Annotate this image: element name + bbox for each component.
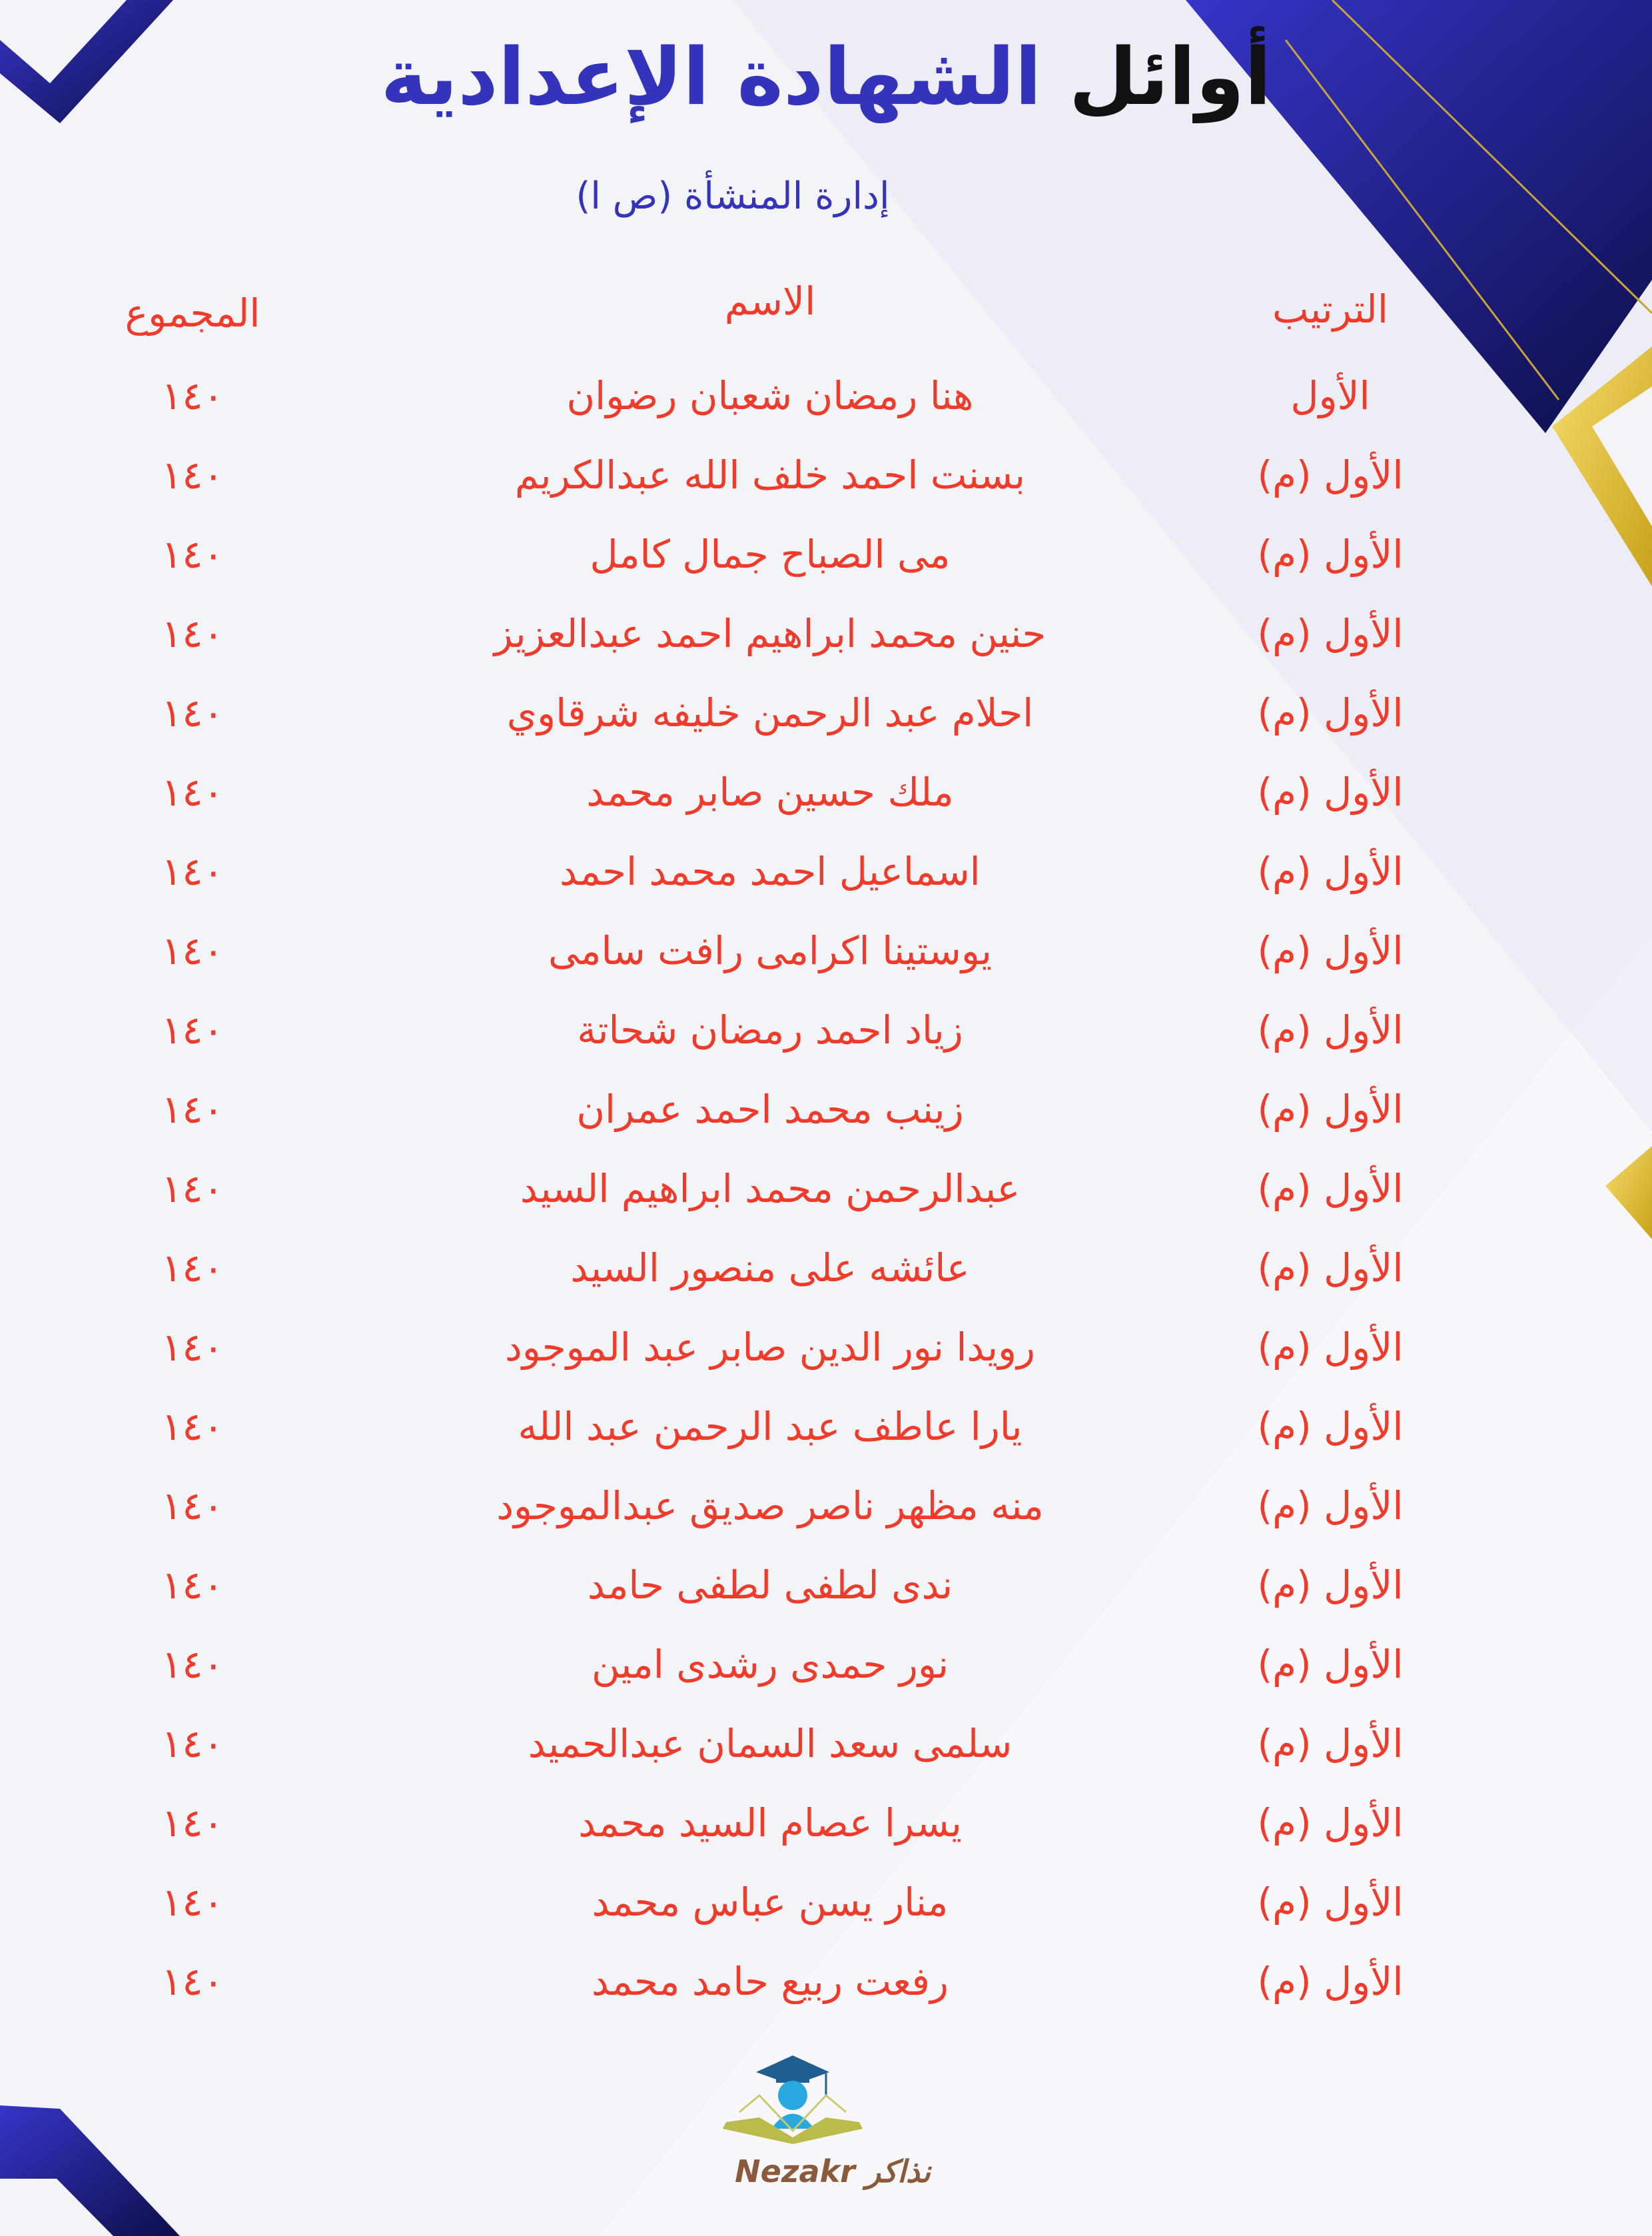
table-row: الأول (م) زينب محمد احمد عمران ١٤٠ [0,1070,1652,1149]
total-cell: ١٤٠ [161,1800,224,1846]
total-cell: ١٤٠ [161,928,224,973]
rank-cell: الأول (م) [1257,1245,1404,1291]
name-cell: مى الصباح جمال كامل [590,532,951,577]
rank-cell: الأول (م) [1257,1166,1404,1211]
table-row: الأول (م) مى الصباح جمال كامل ١٤٠ [0,515,1652,594]
nezakr-logo: Nezakr نذاكر [723,2055,932,2190]
name-cell: رويدا نور الدين صابر عبد الموجود [504,1325,1036,1370]
rank-cell: الأول (م) [1257,1880,1404,1925]
table-row: الأول (م) يسرا عصام السيد محمد ١٤٠ [0,1784,1652,1863]
total-cell: ١٤٠ [161,1404,224,1449]
table-row: الأول (م) ملك حسين صابر محمد ١٤٠ [0,753,1652,832]
name-cell: ندى لطفى لطفى حامد [587,1562,953,1608]
name-cell: عائشه على منصور السيد [570,1245,970,1291]
table-row: الأول (م) منه مظهر ناصر صديق عبدالموجود ١٤… [0,1466,1652,1546]
rank-cell: الأول (م) [1257,1325,1404,1370]
name-cell: هنا رمضان شعبان رضوان [566,373,974,418]
total-cell: ١٤٠ [161,532,224,577]
rank-cell: الأول (م) [1257,452,1404,498]
table-row: الأول (م) يوستينا اكرامى رافت سامى ١٤٠ [0,911,1652,991]
table-row: الأول (م) رفعت ربيع حامد محمد ١٤٠ [0,1942,1652,2021]
name-cell: اسماعيل احمد محمد احمد [560,849,981,894]
table-row: الأول (م) احلام عبد الرحمن خليفه شرقاوي ١٤… [0,674,1652,753]
rank-cell: الأول (م) [1257,849,1404,894]
rank-cell: الأول [1290,373,1370,418]
rank-cell: الأول (م) [1257,928,1404,973]
column-header-rank: الترتيب [1272,286,1388,332]
page-title: أوائل الشهادة الإعدادية [0,13,1652,140]
table-row: الأول (م) حنين محمد ابراهيم احمد عبدالعزي… [0,594,1652,674]
total-cell: ١٤٠ [161,690,224,736]
name-cell: ملك حسين صابر محمد [586,770,954,815]
rank-cell: الأول (م) [1257,1087,1404,1132]
table-row: الأول (م) سلمى سعد السمان عبدالحميد ١٤٠ [0,1704,1652,1784]
total-cell: ١٤٠ [161,1325,224,1370]
name-cell: بسنت احمد خلف الله عبدالكريم [514,452,1026,498]
name-cell: منار يسن عباس محمد [592,1880,949,1925]
total-cell: ١٤٠ [161,1959,224,2004]
name-cell: يوستينا اكرامى رافت سامى [548,928,992,973]
table-row: الأول (م) رويدا نور الدين صابر عبد الموجو… [0,1308,1652,1387]
total-cell: ١٤٠ [161,452,224,498]
rank-cell: الأول (م) [1257,1959,1404,2004]
rank-cell: الأول (م) [1257,690,1404,736]
subtitle: إدارة المنشأة (ص ا) [576,175,890,218]
total-cell: ١٤٠ [161,1642,224,1687]
name-cell: يارا عاطف عبد الرحمن عبد الله [518,1404,1023,1449]
total-cell: ١٤٠ [161,1483,224,1528]
total-cell: ١٤٠ [161,1245,224,1291]
table-row: الأول (م) يارا عاطف عبد الرحمن عبد الله ١٤… [0,1387,1652,1466]
name-cell: زينب محمد احمد عمران [576,1087,964,1132]
table-row: الأول (م) بسنت احمد خلف الله عبدالكريم ١٤٠ [0,436,1652,515]
table-row: الأول (م) زياد احمد رمضان شحاتة ١٤٠ [0,991,1652,1070]
table-row: الأول (م) منار يسن عباس محمد ١٤٠ [0,1863,1652,1942]
total-cell: ١٤٠ [161,1087,224,1132]
rank-cell: الأول (م) [1257,1404,1404,1449]
title-part-1: أوائل [1068,31,1272,123]
name-cell: نور حمدى رشدى امين [592,1642,949,1687]
table-row: الأول (م) ندى لطفى لطفى حامد ١٤٠ [0,1546,1652,1625]
name-cell: يسرا عصام السيد محمد [578,1800,962,1846]
table-row: الأول هنا رمضان شعبان رضوان ١٤٠ [0,356,1652,436]
total-cell: ١٤٠ [161,1721,224,1766]
total-cell: ١٤٠ [161,1007,224,1053]
title-part-2: الشهادة الإعدادية [380,31,1042,123]
name-cell: عبدالرحمن محمد ابراهيم السيد [520,1166,1021,1211]
table-row: الأول (م) عبدالرحمن محمد ابراهيم السيد ١٤٠ [0,1149,1652,1229]
total-cell: ١٤٠ [161,770,224,815]
name-cell: حنين محمد ابراهيم احمد عبدالعزيز [494,611,1046,656]
svg-text:Nezakr نذاكر: Nezakr نذاكر [735,2153,932,2190]
total-cell: ١٤٠ [161,1562,224,1608]
total-cell: ١٤٠ [161,1166,224,1211]
name-cell: زياد احمد رمضان شحاتة [577,1007,963,1053]
total-cell: ١٤٠ [161,373,224,418]
table-row: الأول (م) نور حمدى رشدى امين ١٤٠ [0,1625,1652,1704]
rank-cell: الأول (م) [1257,1483,1404,1528]
graduation-cap-icon [756,2055,829,2085]
name-cell: سلمى سعد السمان عبدالحميد [528,1721,1013,1766]
total-cell: ١٤٠ [161,611,224,656]
name-cell: احلام عبد الرحمن خليفه شرقاوي [506,690,1034,736]
total-cell: ١٤٠ [161,1880,224,1925]
rank-cell: الأول (م) [1257,611,1404,656]
name-cell: منه مظهر ناصر صديق عبدالموجود [496,1483,1044,1528]
rank-cell: الأول (م) [1257,1800,1404,1846]
rank-cell: الأول (م) [1257,1562,1404,1608]
column-header-total: المجموع [125,290,260,336]
name-cell: رفعت ربيع حامد محمد [591,1959,949,2004]
rank-cell: الأول (م) [1257,1642,1404,1687]
rank-cell: الأول (م) [1257,1721,1404,1766]
column-header-name: الاسم [724,279,816,324]
table-row: الأول (م) اسماعيل احمد محمد احمد ١٤٠ [0,832,1652,911]
total-cell: ١٤٠ [161,849,224,894]
rank-cell: الأول (م) [1257,770,1404,815]
rank-cell: الأول (م) [1257,1007,1404,1053]
rank-cell: الأول (م) [1257,532,1404,577]
table-row: الأول (م) عائشه على منصور السيد ١٤٠ [0,1229,1652,1308]
